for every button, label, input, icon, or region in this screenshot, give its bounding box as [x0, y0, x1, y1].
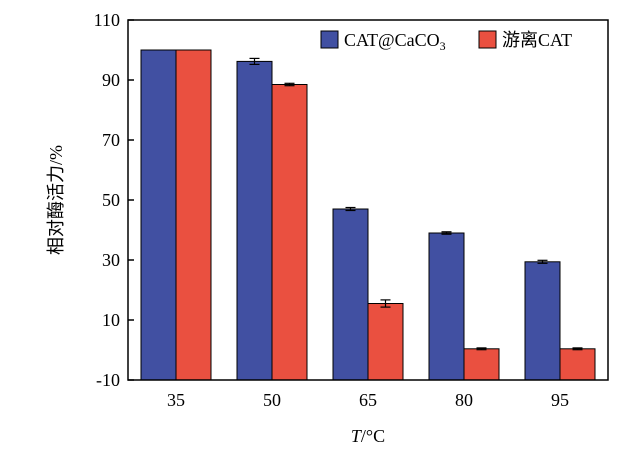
- legend-label-cat-caco3-main: CAT@CaCO: [344, 30, 440, 50]
- x-tick-label: 95: [551, 390, 569, 410]
- y-tick-label: 10: [102, 310, 120, 330]
- x-axis-label-variable: T: [351, 426, 363, 446]
- y-tick-label: -10: [96, 370, 120, 390]
- legend: CAT@CaCO3 游离CAT: [320, 30, 572, 53]
- x-axis-ticks: 35 50 65 80 95: [167, 390, 569, 410]
- bar-cat-caco3-80: [428, 232, 465, 381]
- plot-frame: [127, 19, 609, 381]
- legend-label-cat-caco3-sub: 3: [440, 39, 446, 53]
- y-tick-label: 110: [94, 10, 120, 30]
- y-tick-label: 70: [102, 130, 120, 150]
- bar-free-cat-50: [271, 84, 308, 381]
- legend-label-cat-caco3: CAT@CaCO3: [344, 30, 446, 53]
- legend-label-free-cat: 游离CAT: [502, 30, 572, 50]
- bar-free-cat-35: [175, 49, 212, 381]
- x-tick-label: 50: [263, 390, 281, 410]
- y-axis-ticks: -10 10 30 50 70 90 110: [94, 10, 134, 390]
- y-tick-label: 30: [102, 250, 120, 270]
- x-axis-label-unit: /°C: [361, 426, 385, 446]
- x-tick-label: 35: [167, 390, 185, 410]
- y-axis-label: 相对酶活力/%: [46, 145, 66, 255]
- legend-swatch-cat-caco3: [320, 30, 339, 49]
- bar-cat-caco3-50: [236, 60, 273, 381]
- bar-free-cat-65: [367, 303, 404, 381]
- x-tick-label: 80: [455, 390, 473, 410]
- y-tick-label: 50: [102, 190, 120, 210]
- bar-cat-caco3-35: [140, 49, 177, 381]
- bar-cat-caco3-95: [524, 261, 561, 381]
- bar-free-cat-80: [463, 348, 500, 381]
- legend-swatch-free-cat: [478, 30, 497, 49]
- x-tick-label: 65: [359, 390, 377, 410]
- bar-free-cat-95: [559, 348, 596, 381]
- y-tick-label: 90: [102, 70, 120, 90]
- bars: [140, 49, 596, 381]
- x-axis-label: T/°C: [351, 426, 385, 446]
- bar-cat-caco3-65: [332, 208, 369, 381]
